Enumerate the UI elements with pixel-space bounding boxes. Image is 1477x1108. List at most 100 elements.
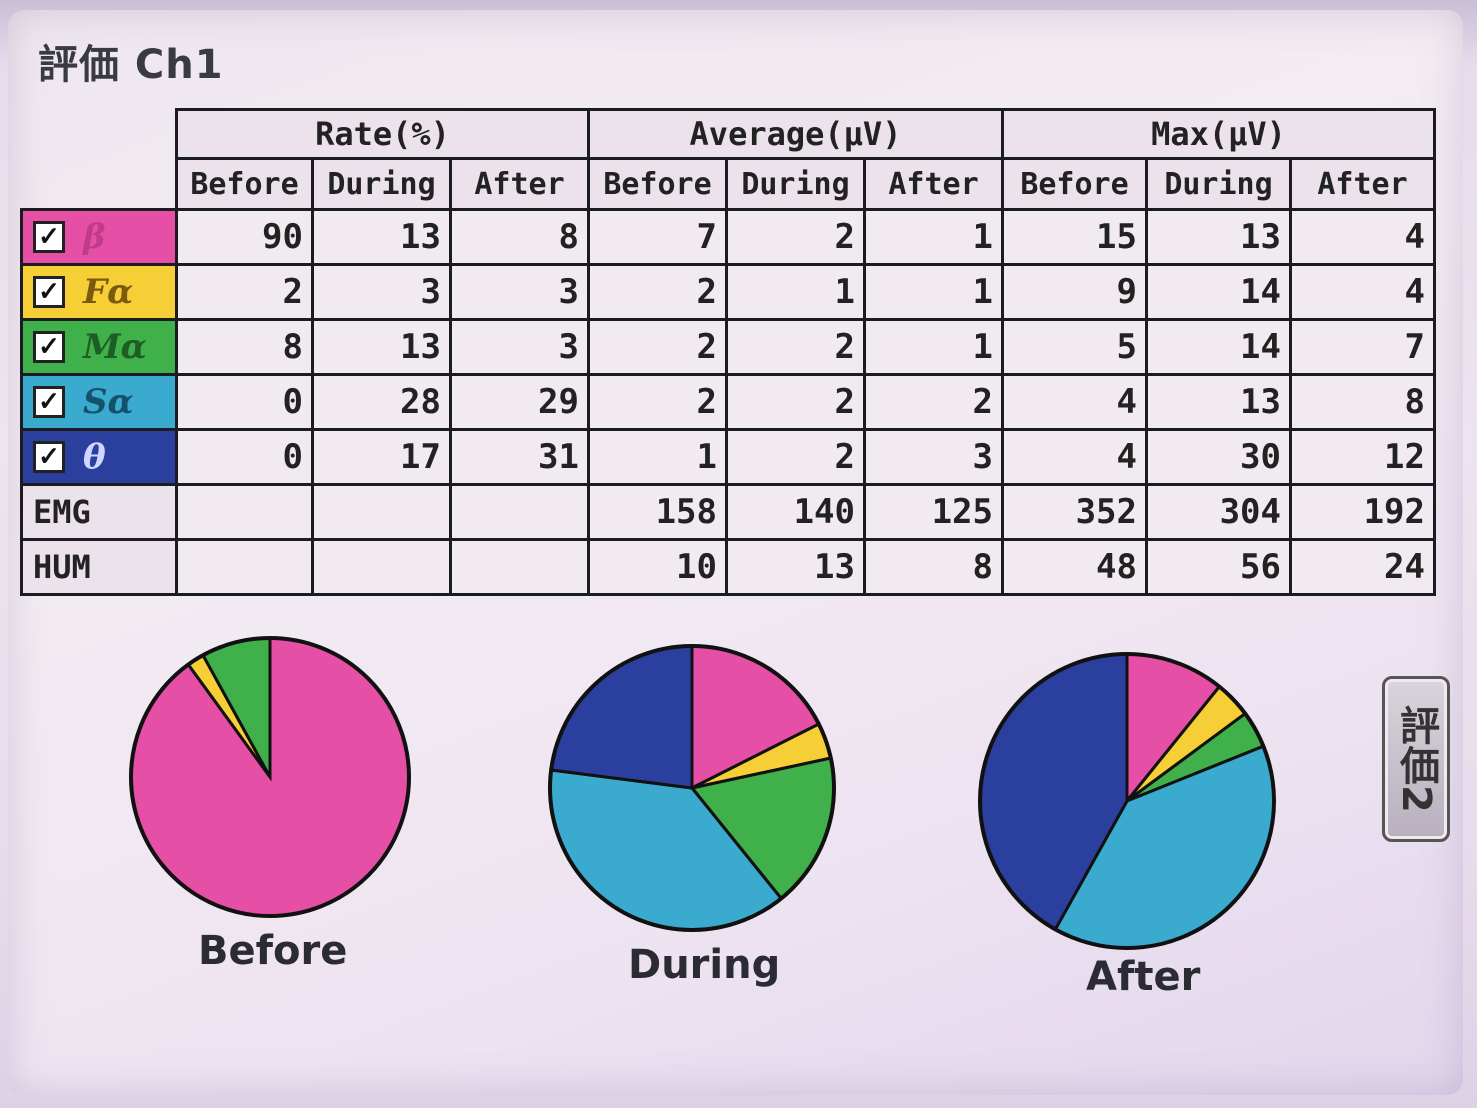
table-cell: 9 [1001,263,1148,321]
subheader-before: Before [175,157,314,211]
table-cell [175,483,314,541]
band-toggle[interactable]: ✓ θ [24,432,174,482]
table-cell [175,538,314,596]
table-cell [311,483,452,541]
subheader-after: After [863,157,1004,211]
band-toggle[interactable]: ✓ Fα [24,267,174,317]
table-corner [22,159,177,210]
subheader-before: Before [587,157,728,211]
subheader-before: Before [1001,157,1148,211]
table-cell: 48 [1001,538,1148,596]
table-cell: 2 [175,263,314,321]
row-label: HUM [20,538,178,596]
table-cell: 17 [311,428,452,486]
band-toggle[interactable]: ✓ Sα [24,377,174,427]
table-cell: 30 [1145,428,1292,486]
table-cell: 13 [725,538,866,596]
group-header-rate: Rate(%) [175,108,590,160]
checkbox-icon[interactable]: ✓ [33,386,65,418]
band-toggle[interactable]: ✓ Mα [24,322,174,372]
table-cell: 3 [449,318,590,376]
table-cell: 14 [1145,263,1292,321]
pie-chart-after [978,652,1276,950]
table-cell: 90 [175,208,314,266]
table-row: ✓ θ 0 17 31 1 2 3 4 30 12 [20,428,1436,486]
row-label-cell: ✓ Mα [20,318,178,376]
table-cell: 13 [311,318,452,376]
table-cell: 14 [1145,318,1292,376]
group-header-max: Max(μV) [1001,108,1436,160]
table-cell: 0 [175,428,314,486]
subheader-during: During [725,157,866,211]
table-cell [311,538,452,596]
pie-caption-during: During [628,942,781,988]
table-row: HUM 10 13 8 48 56 24 [20,538,1436,596]
pie-caption-before: Before [198,928,348,974]
table-cell: 3 [863,428,1004,486]
pie-outline [978,652,1276,950]
row-label-cell: ✓ Sα [20,373,178,431]
table-cell: 10 [587,538,728,596]
table-cell: 28 [311,373,452,431]
table-cell: 2 [725,428,866,486]
table-cell: 8 [863,538,1004,596]
table-cell: 2 [725,373,866,431]
table-cell: 13 [1145,208,1292,266]
row-label-cell: ✓ β [20,208,178,266]
subheader-during: During [311,157,452,211]
table-cell: 2 [587,318,728,376]
pie-after-wrap [974,648,1280,958]
row-label-cell: ✓ Fα [20,263,178,321]
pie-during-wrap [544,640,840,940]
pie-chart-during [548,644,836,932]
table-corner [22,110,177,159]
table-cell: 2 [587,373,728,431]
table-cell: 4 [1289,208,1436,266]
table-cell: 158 [587,483,728,541]
table-cell: 4 [1289,263,1436,321]
window-title: 評価 Ch1 [38,42,224,88]
row-label-cell: ✓ θ [20,428,178,486]
table-cell: 13 [1145,373,1292,431]
table-row: ✓ β 90 13 8 7 2 1 15 13 4 [20,208,1436,266]
table-cell: 0 [175,373,314,431]
table-cell: 2 [863,373,1004,431]
table-cell: 3 [311,263,452,321]
table-row: ✓ Sα 0 28 29 2 2 2 4 13 8 [20,373,1436,431]
table-cell: 56 [1145,538,1292,596]
evaluation-table: Rate(%) Average(μV) Max(μV) Before Durin… [20,108,1436,596]
table-cell: 1 [863,208,1004,266]
table-cell: 15 [1001,208,1148,266]
table-row: ✓ Mα 8 13 3 2 2 1 5 14 7 [20,318,1436,376]
checkbox-icon[interactable]: ✓ [33,276,65,308]
table-cell: 2 [725,208,866,266]
table-cell: 125 [863,483,1004,541]
evaluation-2-button[interactable]: 評価2 [1382,676,1450,842]
band-label: β [83,217,106,257]
table-cell: 2 [587,263,728,321]
table-cell: 31 [449,428,590,486]
table-cell: 8 [175,318,314,376]
table-cell [449,483,590,541]
table-cell: 4 [1001,373,1148,431]
pie-caption-after: After [1086,954,1201,1000]
table-cell: 4 [1001,428,1148,486]
pie-chart-before [129,636,411,918]
table-cell: 1 [587,428,728,486]
band-toggle[interactable]: ✓ β [24,212,174,262]
table-cell: 2 [725,318,866,376]
table-cell: 24 [1289,538,1436,596]
checkbox-icon[interactable]: ✓ [33,331,65,363]
band-label: θ [83,437,106,477]
table-cell: 12 [1289,428,1436,486]
checkbox-icon[interactable]: ✓ [33,441,65,473]
table-cell: 5 [1001,318,1148,376]
checkbox-icon[interactable]: ✓ [33,221,65,253]
band-label: Sα [83,382,134,422]
subheader-after: After [1289,157,1436,211]
table-cell: 140 [725,483,866,541]
band-label: Mα [83,327,147,367]
table-cell: 304 [1145,483,1292,541]
table-cell: 8 [1289,373,1436,431]
table-cell: 7 [1289,318,1436,376]
